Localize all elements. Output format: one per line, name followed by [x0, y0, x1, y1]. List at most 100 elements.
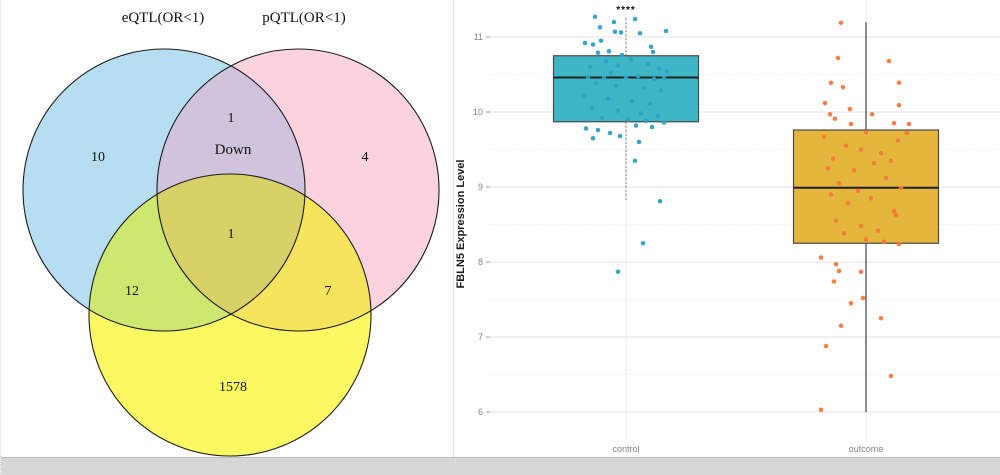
control-jitter-point	[645, 61, 651, 67]
x-label-outcome: outcome	[849, 444, 884, 454]
outcome-jitter-point	[868, 195, 874, 201]
boxplot-layer	[552, 14, 940, 413]
control-jitter-point	[601, 75, 607, 81]
control-jitter-point	[593, 81, 599, 86]
outcome-jitter-point	[869, 111, 875, 117]
significance-stars: ****	[616, 5, 636, 16]
control-jitter-point	[585, 74, 591, 80]
control-jitter-point	[643, 118, 649, 124]
outcome-jitter-point	[828, 80, 834, 86]
outcome-jitter-point	[818, 255, 824, 260]
outcome-jitter-point	[893, 212, 899, 218]
control-jitter-point	[595, 127, 601, 133]
control-jitter-point	[598, 38, 604, 44]
count-eqtl-only: 10	[91, 150, 105, 165]
outcome-jitter-point	[838, 323, 844, 329]
outcome-jitter-point	[886, 58, 892, 64]
outcome-jitter-point	[830, 156, 836, 161]
outcome-jitter-point	[858, 147, 864, 152]
outcome-jitter-point	[848, 121, 854, 127]
outcome-jitter-point	[896, 241, 902, 247]
pqtl-set-label: pQTL(OR<1)	[262, 10, 345, 26]
y-tick-label: 10	[473, 107, 483, 117]
outcome-jitter-point	[822, 100, 828, 106]
boxplot-panel: 6 7 8 9 10 11 FBLN5 Expression Level **** con…	[454, 0, 1000, 457]
outcome-jitter-point	[898, 185, 904, 191]
outcome-jitter-point	[858, 223, 864, 229]
outcome-jitter-point	[863, 237, 869, 242]
control-jitter-point	[635, 73, 641, 79]
control-jitter-point	[648, 44, 654, 50]
outcome-jitter-point	[851, 168, 857, 173]
control-jitter-point	[628, 57, 634, 62]
control-jitter-point	[595, 50, 601, 56]
y-axis-title: FBLN5 Expression Level	[455, 160, 467, 289]
control-jitter-point	[638, 111, 644, 116]
outcome-jitter-point	[878, 315, 884, 321]
control-jitter-point	[608, 70, 614, 76]
outcome-jitter-point	[888, 373, 894, 379]
outcome-jitter-point	[841, 231, 847, 236]
outcome-jitter-point	[906, 121, 912, 127]
control-jitter-point	[632, 158, 638, 164]
down-circle-outline	[88, 173, 372, 457]
control-jitter-point	[615, 63, 621, 68]
y-tick-label: 11	[474, 32, 483, 42]
control-jitter-point	[657, 198, 663, 204]
control-jitter-point	[612, 29, 618, 35]
control-jitter-point	[611, 19, 617, 25]
control-jitter-point	[651, 76, 657, 82]
control-jitter-point	[655, 113, 661, 119]
control-jitter-point	[592, 14, 598, 20]
control-jitter-point	[583, 126, 589, 131]
outcome-jitter-point	[836, 268, 842, 274]
outcome-jitter-point	[848, 300, 854, 306]
eqtl-set-label: eQTL(OR<1)	[122, 10, 205, 26]
control-jitter-point	[581, 93, 587, 98]
outcome-jitter-point	[832, 116, 838, 122]
outcome-jitter-point	[847, 106, 853, 112]
control-jitter-point	[606, 48, 612, 54]
control-jitter-point	[656, 66, 662, 71]
control-jitter-point	[623, 75, 629, 80]
outcome-jitter-point	[825, 165, 831, 171]
outcome-jitter-point	[833, 218, 839, 224]
control-jitter-point	[590, 135, 596, 141]
window-bottom-strip	[1, 457, 1000, 475]
outcome-jitter-point	[845, 201, 851, 206]
control-jitter-point	[664, 69, 670, 74]
outcome-jitter-point	[838, 20, 844, 26]
outcome-jitter-point	[823, 343, 829, 349]
control-jitter-point	[618, 30, 624, 35]
outcome-jitter-point	[881, 239, 887, 245]
boxplot-chart: 6 7 8 9 10 11 FBLN5 Expression Level **** con…	[455, 0, 1000, 454]
control-jitter-point	[641, 85, 647, 91]
count-center: 1	[228, 227, 235, 242]
x-label-control: control	[612, 444, 639, 454]
outcome-jitter-point	[835, 55, 841, 61]
outcome-jitter-point	[891, 208, 897, 214]
control-jitter-point	[640, 240, 646, 246]
control-jitter-point	[632, 16, 638, 22]
outcome-jitter-point	[883, 175, 889, 181]
outcome-jitter-point	[828, 192, 834, 197]
control-jitter-point	[617, 133, 623, 139]
count-eqtl-down: 12	[125, 284, 139, 299]
y-tick-label: 6	[478, 407, 483, 417]
outcome-jitter-point	[896, 102, 902, 108]
outcome-jitter-point	[891, 120, 897, 126]
grid-layer	[490, 0, 1000, 440]
outcome-jitter-point	[860, 295, 866, 301]
outcome-jitter-point	[895, 138, 901, 143]
venn-diagram: eQTL(OR<1) pQTL(OR<1) Down 10 4 1 1 12 7…	[22, 10, 440, 457]
outcome-jitter-point	[833, 261, 839, 267]
outcome-jitter-point	[827, 111, 833, 117]
down-set-label: Down	[215, 142, 252, 158]
control-jitter-point	[613, 83, 619, 89]
y-tick-label: 8	[478, 257, 483, 267]
outcome-jitter-point	[878, 150, 884, 156]
outcome-jitter-point	[875, 228, 881, 233]
control-jitter-point	[605, 96, 611, 101]
outcome-jitter-point	[843, 143, 849, 149]
control-jitter-point	[650, 49, 656, 55]
